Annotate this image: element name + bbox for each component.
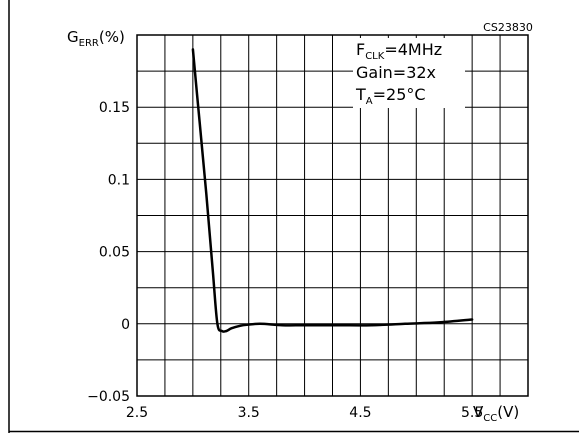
condition-ta-main: T [355,85,366,104]
x-tick-label: 4.5 [349,405,371,421]
x-tick-label: 2.5 [126,405,148,421]
y-axis-label-sub: ERR [79,38,99,49]
condition-ta-rest: =25°C [373,85,426,104]
figure-code: CS23830 [483,21,533,34]
y-axis-label-main: G [67,28,79,46]
x-axis-label-rest: (V) [497,403,519,421]
y-tick-label: −0.05 [87,389,130,405]
x-axis-label: VCC(V) [473,403,519,424]
plot-border [136,34,529,397]
condition-gain: Gain=32x [356,63,436,82]
y-tick-label: 0 [121,317,130,333]
y-axis-label: GERR(%) [67,28,125,49]
condition-fclk-rest: =4MHz [384,40,442,59]
condition-ta: TA=25°C [355,85,426,107]
condition-fclk: FCLK=4MHz [356,40,442,62]
condition-ta-sub: A [366,96,373,107]
condition-fclk-main: F [356,40,365,59]
y-tick-label: 0.1 [108,172,130,188]
y-axis-label-rest: (%) [99,28,125,46]
series-group [191,48,474,333]
tick-labels: 2.5 3.5 4.5 5.5 −0.05 0 0.05 0.1 0.15 [87,100,483,421]
condition-gain-main: Gain=32x [356,63,436,82]
x-axis-label-main: V [473,403,484,421]
y-tick-label: 0.05 [99,245,130,261]
series-line [191,48,474,333]
condition-fclk-sub: CLK [365,51,385,62]
y-tick-label: 0.15 [99,100,130,116]
conditions-box [353,38,465,108]
plot-frame [136,34,529,397]
x-tick-label: 3.5 [238,405,260,421]
x-axis-label-sub: CC [483,413,497,424]
x-tick-label: 5.5 [461,405,483,421]
